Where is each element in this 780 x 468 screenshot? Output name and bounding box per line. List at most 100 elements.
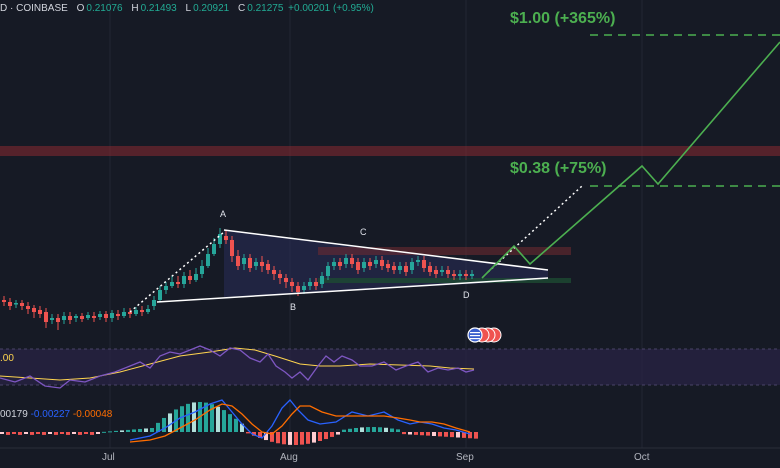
macd-bar: [216, 406, 220, 432]
macd-bar: [450, 432, 454, 438]
candle-body: [368, 262, 372, 266]
macd-bar: [192, 402, 196, 432]
macd-bar: [234, 418, 238, 432]
candle-body: [302, 286, 306, 290]
macd-bar: [138, 428, 142, 432]
candle-body: [260, 262, 264, 266]
open-label: O: [76, 3, 85, 14]
candle-body: [8, 302, 12, 306]
macd-bar: [30, 432, 34, 435]
candle-body: [32, 308, 36, 312]
candle-body: [14, 303, 18, 305]
candle-body: [284, 278, 288, 282]
point-b-label: B: [290, 302, 297, 312]
candle-body: [254, 262, 258, 266]
x-axis-aug: Aug: [280, 452, 298, 463]
macd-bar: [0, 432, 4, 434]
macd-hist-value: 00179: [0, 409, 28, 420]
resistance-zone: [0, 146, 780, 156]
rsi-value-label: .00: [0, 353, 14, 364]
candle-body: [452, 274, 456, 276]
macd-bar: [150, 428, 154, 432]
close-value: 0.21275: [247, 3, 284, 14]
candle-body: [176, 282, 180, 284]
candle-body: [188, 276, 192, 280]
macd-bar: [48, 432, 52, 434]
macd-bar: [420, 432, 424, 436]
candle-body: [200, 266, 204, 274]
candle-body: [446, 270, 450, 274]
macd-bar: [384, 427, 388, 432]
candle-body: [242, 258, 246, 264]
candle-body: [464, 274, 468, 276]
change-value: +0.00201 (+0.95%): [288, 3, 374, 14]
candle-body: [74, 316, 78, 318]
macd-bar: [378, 427, 382, 432]
macd-bar: [180, 406, 184, 432]
candle-body: [146, 309, 150, 312]
x-axis-sep: Sep: [456, 452, 474, 463]
candle-body: [218, 234, 222, 244]
candle-body: [326, 266, 330, 276]
candle-body: [386, 264, 390, 268]
candle-body: [56, 318, 60, 322]
rsi-line: [0, 345, 475, 389]
high-value: 0.21493: [140, 3, 177, 14]
candle-body: [344, 258, 348, 264]
macd-bar: [354, 427, 358, 432]
macd-bar: [258, 432, 262, 439]
candle-body: [308, 282, 312, 286]
macd-bar: [36, 432, 40, 434]
candle-body: [212, 244, 216, 254]
macd-bar: [246, 432, 250, 434]
target-label-1: $1.00 (+365%): [510, 10, 616, 27]
candle-body: [134, 310, 138, 314]
macd-bar: [144, 428, 148, 432]
macd-bar: [102, 431, 106, 433]
macd-bar: [318, 432, 322, 441]
macd-bar: [330, 432, 334, 437]
close-label: C: [238, 3, 246, 14]
macd-bar: [300, 432, 304, 445]
candle-body: [440, 270, 444, 272]
macd-bar: [396, 429, 400, 432]
candle-body: [278, 274, 282, 278]
candle-body: [164, 286, 168, 290]
macd-bar: [240, 423, 244, 432]
macd-bar: [54, 432, 58, 435]
macd-bar: [342, 429, 346, 432]
resistance-trendline: [223, 229, 549, 271]
macd-bar: [186, 403, 190, 432]
candle-body: [470, 274, 474, 276]
macd-bar: [366, 427, 370, 432]
candle-body: [140, 310, 144, 312]
candle-body: [290, 282, 294, 286]
us-flag-icon[interactable]: [463, 326, 503, 344]
candle-body: [98, 314, 102, 317]
candle-body: [296, 286, 300, 292]
candle-body: [362, 262, 366, 268]
macd-bar: [306, 432, 310, 444]
macd-bar: [96, 432, 100, 434]
candle-body: [392, 266, 396, 270]
macd-bar: [444, 432, 448, 437]
macd-bar: [204, 402, 208, 432]
macd-line: [129, 399, 471, 441]
pole-dotted-line: [129, 231, 225, 313]
point-d-label: D: [463, 290, 470, 300]
candle-body: [434, 270, 438, 274]
candle-body: [104, 314, 108, 318]
macd-bar: [372, 427, 376, 432]
macd-values-label: 00179 -0.00227 -0.00048: [0, 409, 112, 420]
candle-body: [332, 262, 336, 266]
candle-body: [380, 260, 384, 266]
symbol-tail: D: [0, 3, 8, 14]
candle-body: [416, 260, 420, 262]
candle-body: [398, 266, 402, 270]
candle-body: [62, 316, 66, 320]
macd-bar: [84, 432, 88, 434]
macd-bar: [408, 432, 412, 435]
macd-bar: [108, 431, 112, 433]
